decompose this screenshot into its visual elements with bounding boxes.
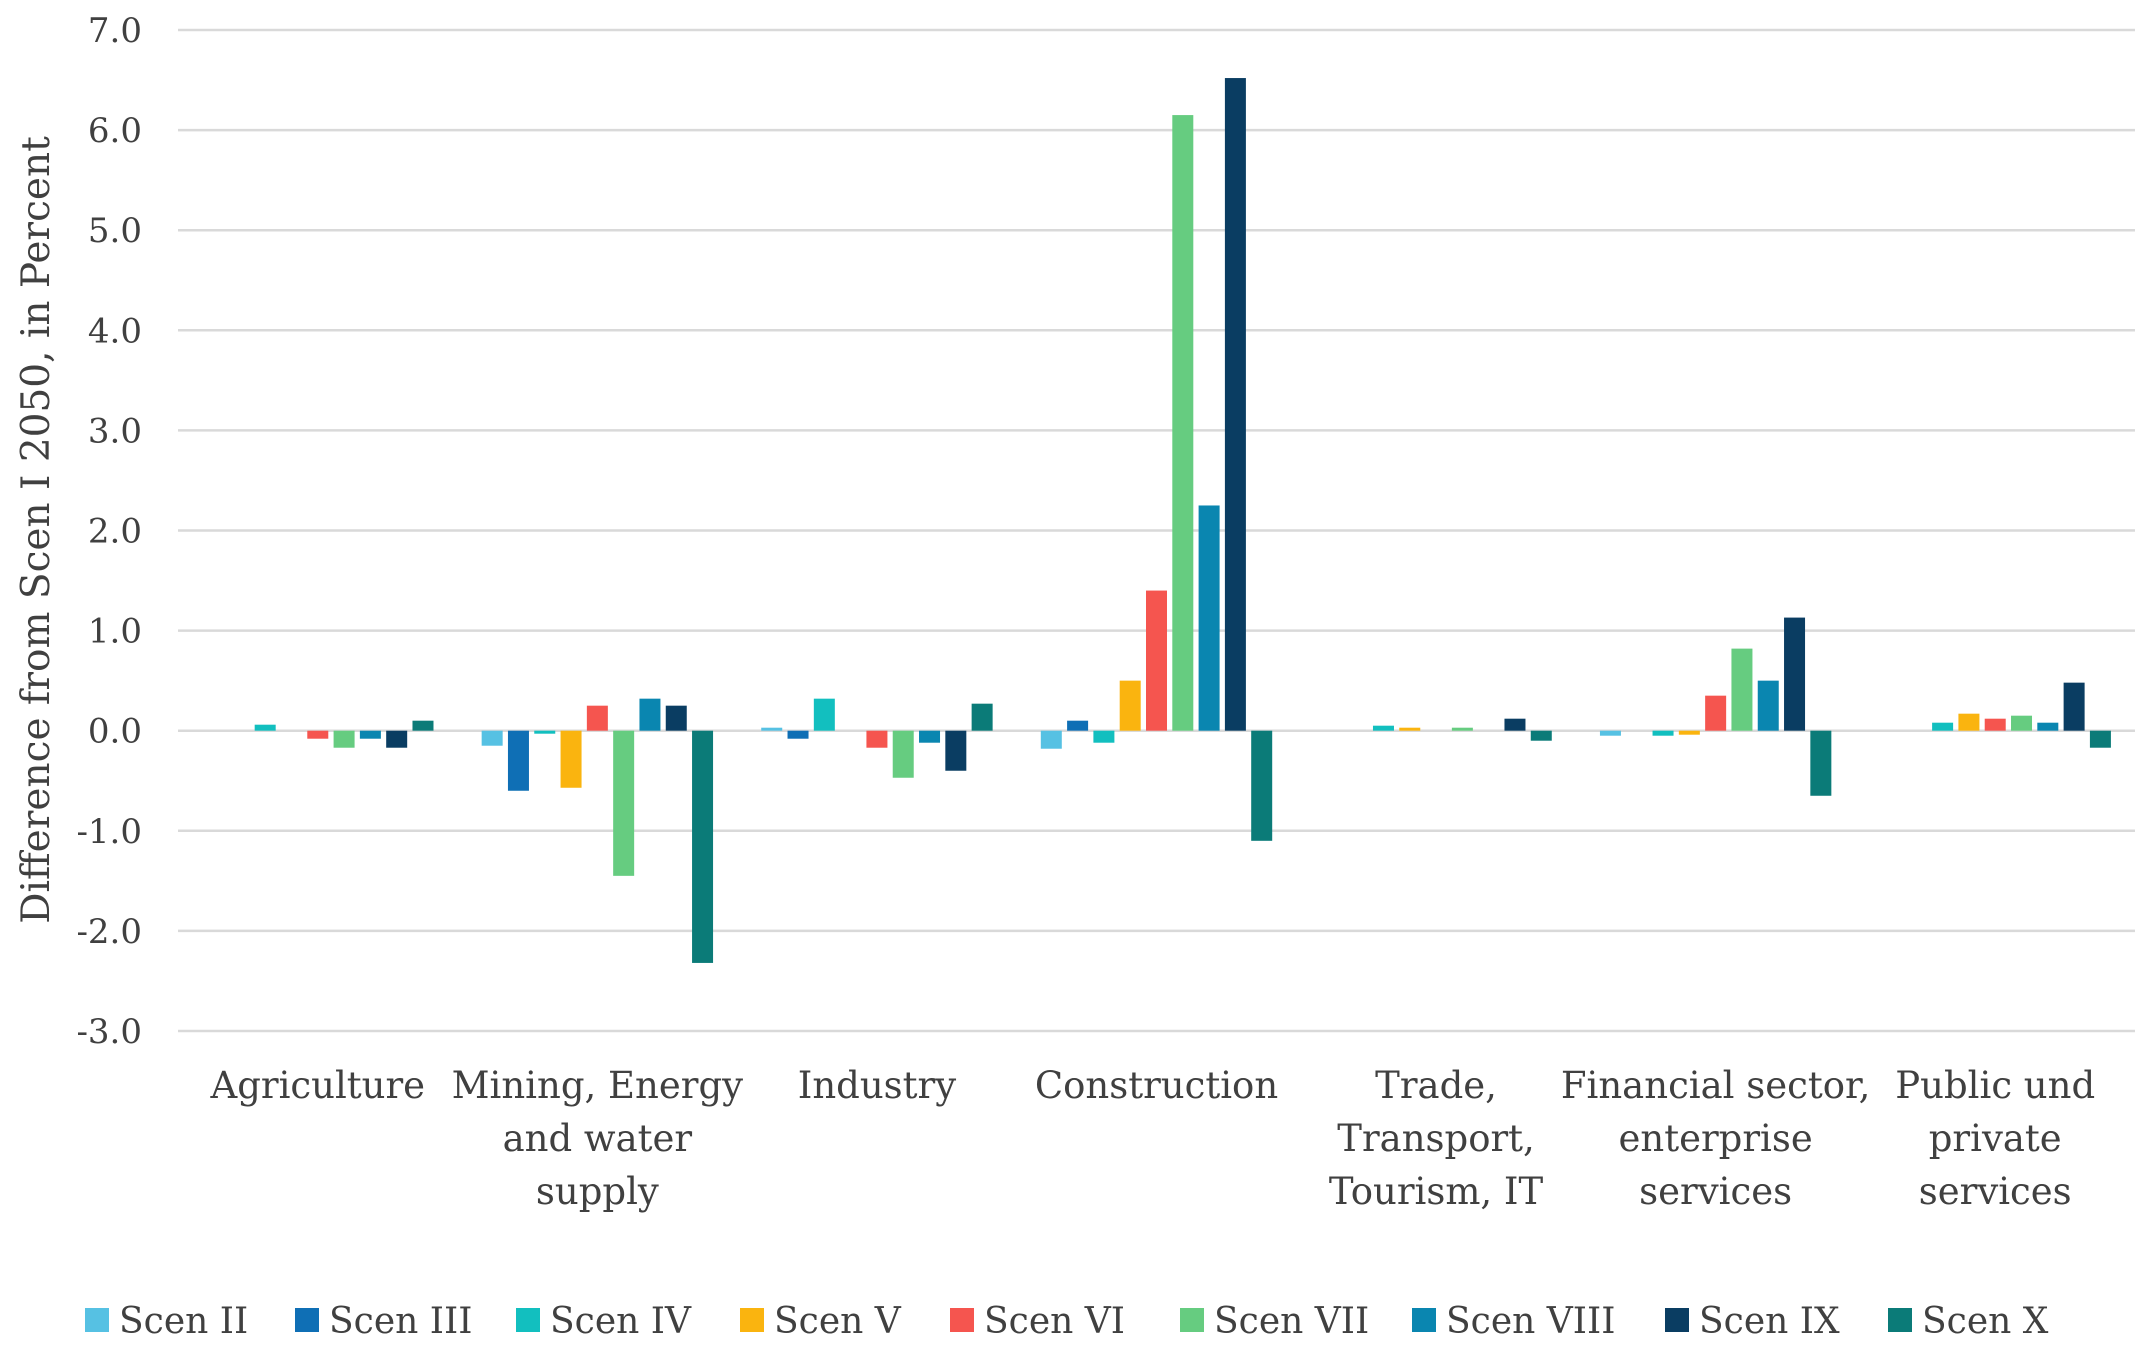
bar <box>1399 727 1421 731</box>
bar <box>1958 713 1980 731</box>
bar <box>665 705 687 731</box>
legend-swatch <box>1412 1308 1436 1332</box>
bar <box>919 730 941 743</box>
y-tick-label: 5.0 <box>88 211 142 251</box>
legend-swatch <box>1180 1308 1204 1332</box>
bar <box>1372 725 1394 731</box>
y-tick-label: 2.0 <box>88 512 142 552</box>
bar <box>692 730 714 963</box>
legend-swatch <box>516 1308 540 1332</box>
legend-swatch <box>1888 1308 1912 1332</box>
y-tick-label: -1.0 <box>76 812 142 852</box>
bar <box>639 698 661 731</box>
legend-label: Scen III <box>329 1301 472 1342</box>
bar <box>2063 682 2085 731</box>
bar <box>481 730 503 746</box>
legend: Scen II Scen III Scen IV Scen V Scen VI Scen … <box>85 1301 2049 1342</box>
bar <box>787 730 809 739</box>
bar <box>945 730 967 771</box>
y-tick-label: -3.0 <box>76 1012 142 1052</box>
legend-label: Scen VIII <box>1446 1301 1615 1342</box>
y-axis-label: Difference from Scen I 2050, in Percent <box>14 136 59 924</box>
bar <box>1984 718 2006 731</box>
bar <box>2037 722 2059 731</box>
bar <box>1678 730 1700 735</box>
bar <box>1810 730 1832 796</box>
bar <box>1504 718 1526 731</box>
legend-label: Scen VI <box>984 1301 1125 1342</box>
x-category-label: Agriculture <box>209 1064 425 1107</box>
x-category-label: Financial sector, enterprise services <box>1561 1064 1871 1213</box>
legend-swatch <box>740 1308 764 1332</box>
legend-swatch <box>1665 1308 1689 1332</box>
bar <box>586 705 608 731</box>
bar <box>1251 730 1273 841</box>
bar <box>813 698 835 731</box>
legend-swatch <box>295 1308 319 1332</box>
bar <box>613 730 635 876</box>
legend-label: Scen V <box>774 1301 902 1342</box>
bar <box>1599 730 1621 736</box>
bar <box>1198 505 1220 731</box>
bar <box>2011 715 2033 731</box>
legend-swatch <box>85 1308 109 1332</box>
bar <box>307 730 329 739</box>
legend-label: Scen VII <box>1214 1301 1369 1342</box>
bar <box>1932 722 1954 731</box>
bar <box>1040 730 1062 749</box>
bar <box>1652 730 1674 736</box>
bar <box>761 727 783 731</box>
legend-label: Scen IX <box>1699 1301 1840 1342</box>
bar <box>1093 730 1115 743</box>
legend-label: Scen X <box>1922 1301 2049 1342</box>
bar <box>1224 78 1246 731</box>
bar <box>560 730 582 788</box>
bar <box>1451 727 1473 731</box>
gridlines <box>178 28 2135 1033</box>
y-tick-label: 6.0 <box>88 111 142 151</box>
bar <box>333 730 355 748</box>
legend-swatch <box>950 1308 974 1332</box>
x-category-label: Mining, Energy and water supply <box>452 1064 744 1213</box>
bar <box>534 730 556 734</box>
bar <box>1757 680 1779 731</box>
y-tick-label: 3.0 <box>88 411 142 451</box>
bar <box>1119 680 1141 731</box>
bar <box>1705 695 1727 731</box>
bar <box>254 724 276 731</box>
y-tick-label: 0.0 <box>88 712 142 752</box>
y-tick-label: -2.0 <box>76 912 142 952</box>
bar <box>892 730 914 778</box>
x-category-label: Public und private services <box>1895 1064 2095 1213</box>
bar <box>1172 115 1194 731</box>
y-tick-label: 1.0 <box>88 612 142 652</box>
bar <box>1530 730 1552 741</box>
x-category-label: Construction <box>1035 1064 1278 1107</box>
bar <box>1731 648 1753 731</box>
bar <box>866 730 888 748</box>
y-tick-label: 7.0 <box>88 11 142 51</box>
bar <box>971 703 993 731</box>
bar <box>1067 720 1089 731</box>
legend-label: Scen II <box>119 1301 248 1342</box>
bar <box>359 730 381 739</box>
bars <box>254 78 2111 963</box>
x-axis-category-labels: Agriculture Mining, Energy and water supply… <box>209 1064 2095 1213</box>
bar <box>386 730 408 748</box>
bar <box>412 720 434 731</box>
bar <box>507 730 529 791</box>
y-axis-ticks: 7.0 6.0 5.0 4.0 3.0 2.0 1.0 0.0 -1.0 -2.0 -3.0 <box>76 11 142 1052</box>
bar <box>2089 730 2111 748</box>
x-category-label: Trade, Transport, Tourism, IT <box>1329 1064 1544 1213</box>
y-tick-label: 4.0 <box>88 311 142 351</box>
x-category-label: Industry <box>798 1064 957 1107</box>
legend-label: Scen IV <box>550 1301 692 1342</box>
bar <box>1784 617 1806 731</box>
bar <box>1146 590 1167 731</box>
